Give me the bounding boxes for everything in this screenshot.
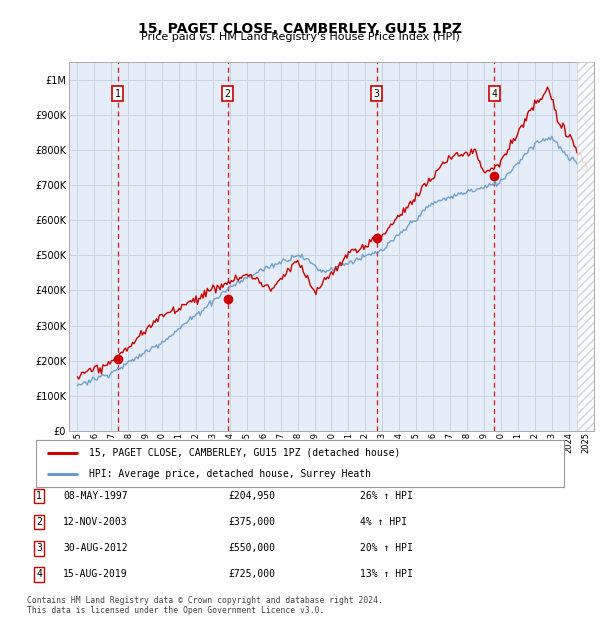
Text: £550,000: £550,000 [228,543,275,553]
Text: 08-MAY-1997: 08-MAY-1997 [63,491,128,501]
Text: HPI: Average price, detached house, Surrey Heath: HPI: Average price, detached house, Surr… [89,469,371,479]
Text: 3: 3 [36,543,42,553]
Text: 1: 1 [115,89,121,99]
Text: Price paid vs. HM Land Registry's House Price Index (HPI): Price paid vs. HM Land Registry's House … [140,32,460,42]
Text: 4: 4 [491,89,497,99]
Text: 2: 2 [225,89,230,99]
Text: 30-AUG-2012: 30-AUG-2012 [63,543,128,553]
Text: 12-NOV-2003: 12-NOV-2003 [63,517,128,527]
Text: £204,950: £204,950 [228,491,275,501]
Text: 13% ↑ HPI: 13% ↑ HPI [360,569,413,579]
Text: 20% ↑ HPI: 20% ↑ HPI [360,543,413,553]
Text: 15-AUG-2019: 15-AUG-2019 [63,569,128,579]
Text: 2: 2 [36,517,42,527]
Text: 3: 3 [374,89,379,99]
Text: £375,000: £375,000 [228,517,275,527]
Text: Contains HM Land Registry data © Crown copyright and database right 2024.
This d: Contains HM Land Registry data © Crown c… [27,596,383,615]
Text: 1: 1 [36,491,42,501]
Text: 4% ↑ HPI: 4% ↑ HPI [360,517,407,527]
Text: 15, PAGET CLOSE, CAMBERLEY, GU15 1PZ: 15, PAGET CLOSE, CAMBERLEY, GU15 1PZ [138,22,462,36]
Text: £725,000: £725,000 [228,569,275,579]
Text: 26% ↑ HPI: 26% ↑ HPI [360,491,413,501]
Text: 15, PAGET CLOSE, CAMBERLEY, GU15 1PZ (detached house): 15, PAGET CLOSE, CAMBERLEY, GU15 1PZ (de… [89,448,400,458]
Text: 4: 4 [36,569,42,579]
